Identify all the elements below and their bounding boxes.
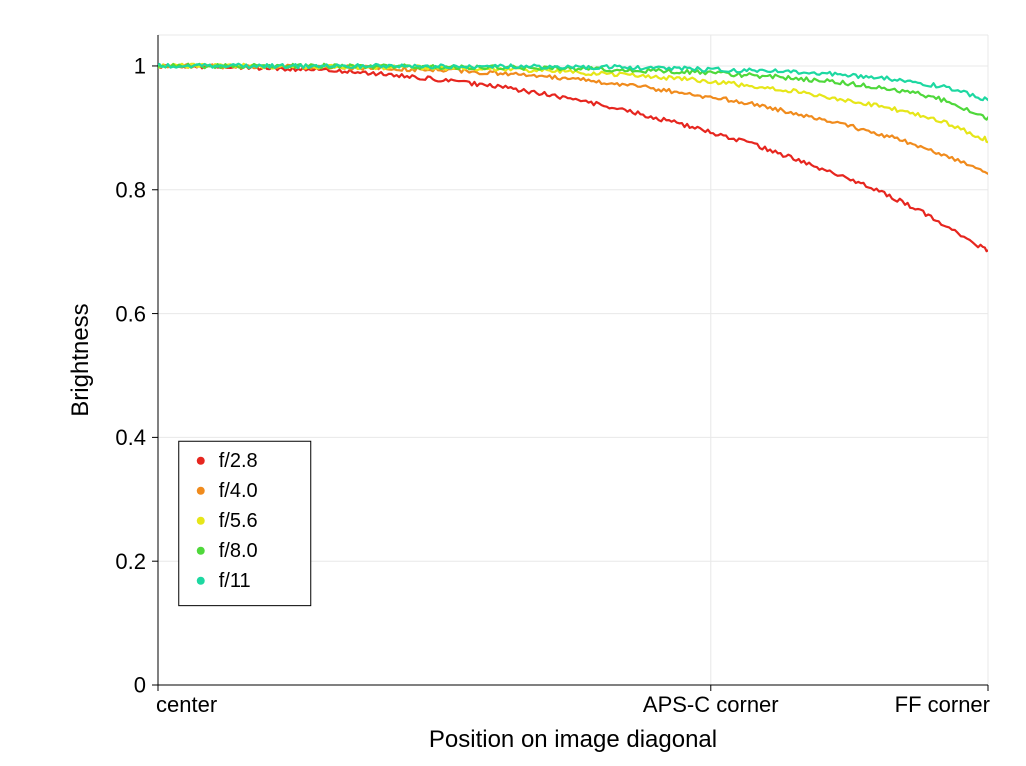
y-tick-label: 1 [134, 54, 146, 79]
legend-marker-f11 [197, 577, 205, 585]
y-tick-label: 0.4 [115, 425, 146, 450]
legend-marker-f5_6 [197, 517, 205, 525]
legend: f/2.8 f/4.0 f/5.6 f/8.0 f/11 [179, 441, 311, 605]
y-tick-label: 0 [134, 673, 146, 698]
legend-label-f4_0: f/4.0 [219, 480, 258, 502]
y-tick-label: 0.2 [115, 549, 146, 574]
x-tick-label: center [156, 692, 217, 717]
x-axis-label: Position on image diagonal [429, 726, 717, 753]
legend-marker-f4_0 [197, 487, 205, 495]
x-tick-label: APS-C corner [643, 692, 779, 717]
y-tick-label: 0.6 [115, 301, 146, 326]
legend-label-f8_0: f/8.0 [219, 540, 258, 562]
chart-background [0, 0, 1026, 766]
legend-marker-f2_8 [197, 457, 205, 465]
legend-label-f2_8: f/2.8 [219, 450, 258, 472]
y-axis-label: Brightness [67, 303, 94, 416]
y-tick-label: 0.8 [115, 177, 146, 202]
x-tick-label: FF corner [895, 692, 990, 717]
vignetting-chart: center APS-C corner FF corner 0 0.2 0.4 0.6 0.8… [0, 0, 1026, 766]
chart-svg: center APS-C corner FF corner 0 0.2 0.4 0.6 0.8… [0, 0, 1026, 766]
legend-marker-f8_0 [197, 547, 205, 555]
legend-label-f5_6: f/5.6 [219, 510, 258, 532]
legend-label-f11: f/11 [219, 570, 251, 592]
